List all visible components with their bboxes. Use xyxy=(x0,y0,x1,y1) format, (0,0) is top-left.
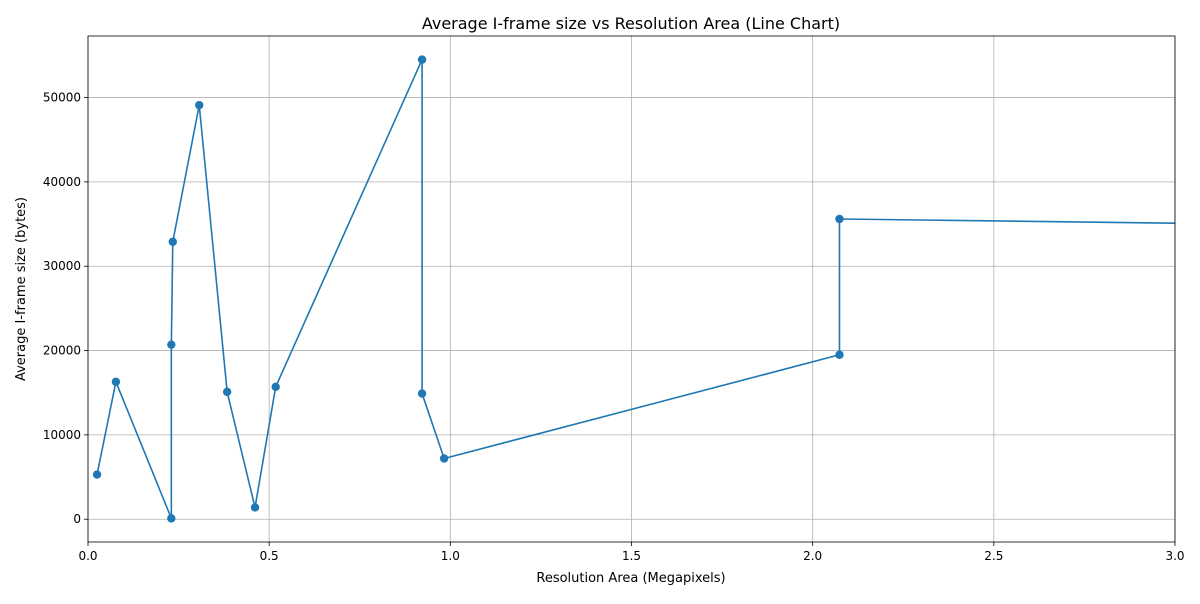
data-point-marker xyxy=(439,454,449,463)
y-tick-label: 50000 xyxy=(43,91,81,105)
data-point-marker xyxy=(271,382,280,392)
data-point-marker xyxy=(167,514,176,523)
data-point-marker xyxy=(835,214,844,224)
data-point-marker xyxy=(250,503,260,512)
y-tick-label: 10000 xyxy=(43,428,81,442)
data-point-marker xyxy=(417,55,427,64)
x-tick-label: 3.0 xyxy=(1165,549,1184,563)
y-tick-label: 0 xyxy=(73,512,81,526)
data-point-marker xyxy=(92,470,102,479)
chart-title: Average I-frame size vs Resolution Area … xyxy=(422,14,840,33)
data-point-marker xyxy=(417,389,427,398)
grid-lines xyxy=(87,36,1176,542)
x-tick-label: 1.0 xyxy=(441,549,460,563)
data-point-marker xyxy=(168,237,177,246)
series-line xyxy=(96,58,1175,520)
y-tick-label: 30000 xyxy=(43,259,81,273)
y-tick-label: 20000 xyxy=(43,344,81,358)
data-point-marker xyxy=(195,100,204,110)
data-point-marker xyxy=(835,350,844,359)
x-tick-label: 0.0 xyxy=(78,549,97,563)
y-tick-label: 40000 xyxy=(43,175,81,189)
axis-ticks: 0.0 0.5 1.0 1.5 2.0 2.5 3.0 0 10000 20000 30000 400… xyxy=(43,91,1185,563)
x-axis-label: Resolution Area (Megapixels) xyxy=(536,571,725,586)
x-tick-label: 0.5 xyxy=(260,549,279,563)
y-axis-label: Average I-frame size (bytes) xyxy=(14,197,29,381)
x-tick-label: 1.5 xyxy=(622,549,641,563)
data-point-marker xyxy=(111,377,121,386)
data-series xyxy=(92,55,1175,523)
data-point-marker xyxy=(222,387,232,397)
x-tick-label: 2.5 xyxy=(984,549,1003,563)
data-point-marker xyxy=(167,340,176,349)
x-tick-label: 2.0 xyxy=(803,549,822,563)
